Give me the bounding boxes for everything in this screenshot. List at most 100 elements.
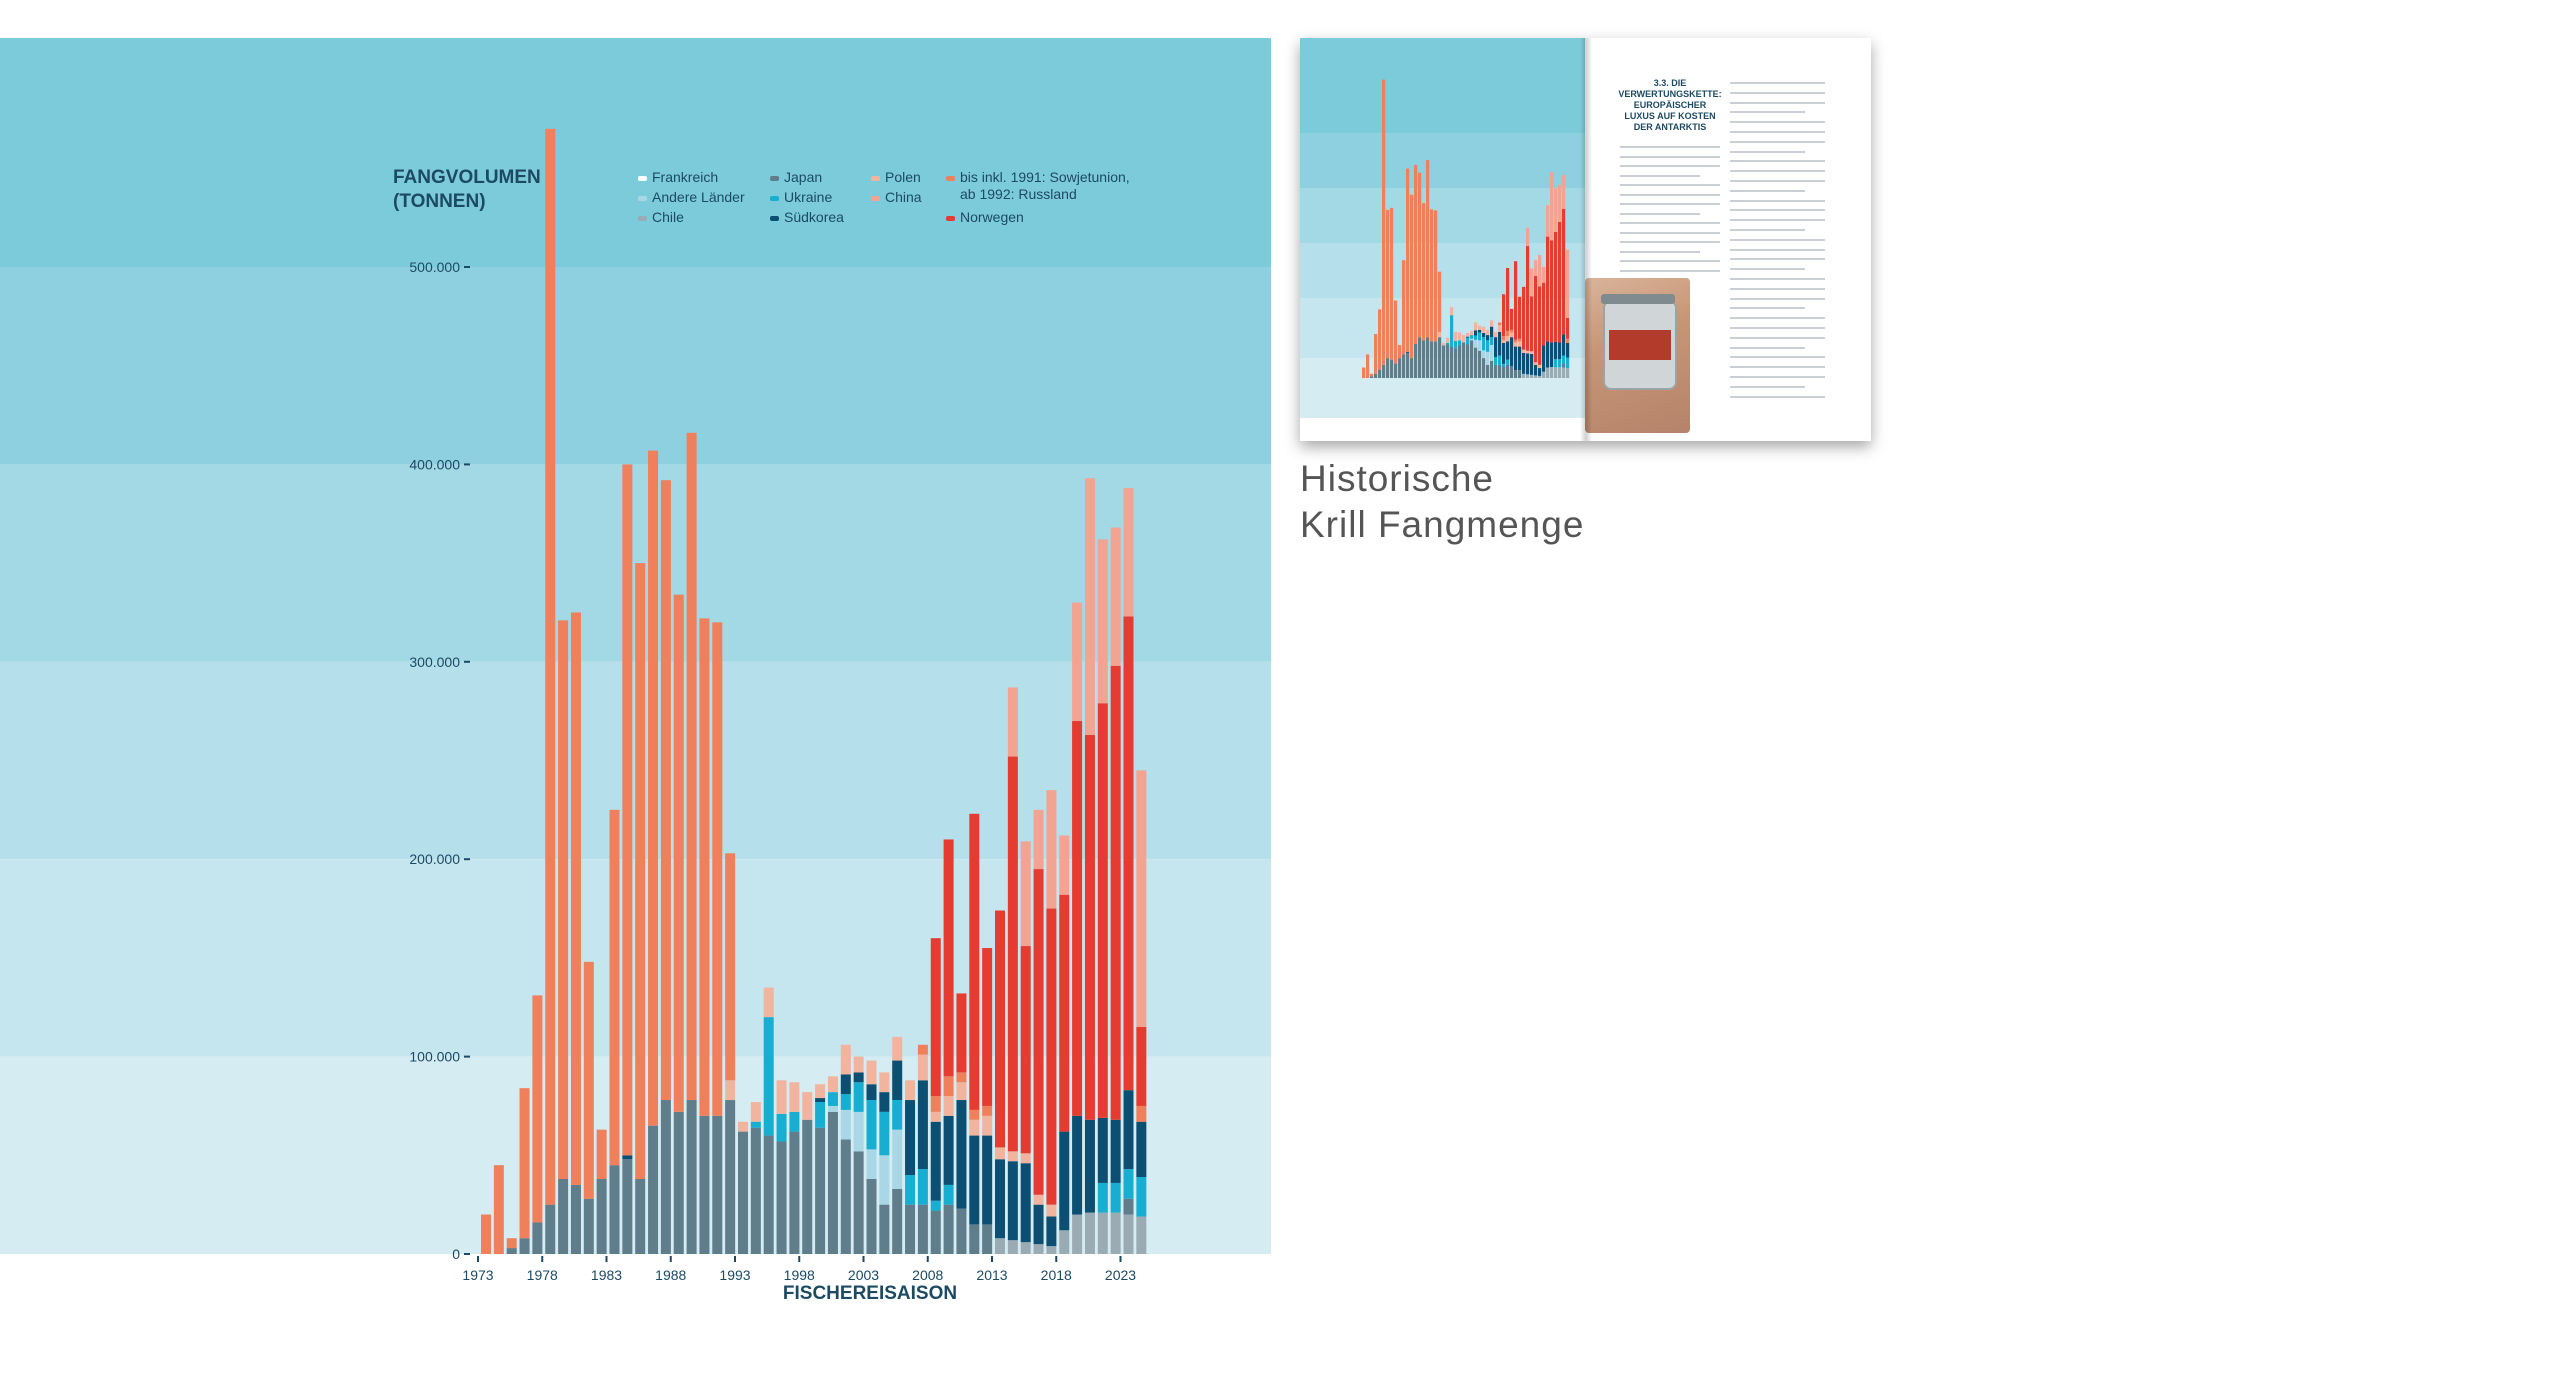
mini-bar-segment — [1490, 320, 1494, 327]
mini-bar-segment — [1534, 275, 1538, 363]
bar-segment-2005 — [892, 1036, 903, 1061]
bar-segment-2007 — [917, 1169, 928, 1205]
mini-background-bands — [1300, 38, 1585, 418]
mini-bar-segment — [1510, 337, 1514, 366]
bar-segment-2023 — [1123, 1214, 1134, 1254]
bar-segment-2014 — [1007, 756, 1018, 1152]
mini-bar-segment — [1566, 357, 1570, 369]
bar-segment-2023 — [1123, 1169, 1134, 1199]
bar-segment-2009 — [943, 1204, 954, 1254]
mini-bar-segment — [1442, 345, 1446, 378]
bar-segment-2008 — [930, 1111, 941, 1122]
bar-segment-2011 — [969, 813, 980, 1110]
mini-bar-segment — [1474, 347, 1478, 378]
mini-bar-segment — [1466, 344, 1470, 378]
text-line — [1620, 231, 1720, 234]
bar-segment-2000 — [827, 1105, 838, 1112]
bar-segment-2020 — [1084, 734, 1095, 1120]
legend-swatch — [770, 175, 779, 181]
mini-bar-segment — [1382, 364, 1386, 378]
bar-segment-2008 — [930, 1096, 941, 1112]
bar-segment-1989 — [686, 432, 697, 1101]
bar-segment-2022 — [1110, 1212, 1121, 1254]
text-line — [1730, 170, 1825, 173]
bar-segment-2005 — [892, 1060, 903, 1101]
bar-segment-1984 — [622, 1159, 633, 1254]
text-line — [1730, 229, 1805, 231]
y-axis: 0 100.000 200.000 300.000 400.000 500.000 — [409, 259, 470, 1262]
bar-segment-2022 — [1110, 1119, 1121, 1183]
mini-bar-segment — [1562, 363, 1566, 368]
legend-swatch — [770, 195, 779, 201]
mini-bar-segment — [1530, 353, 1534, 375]
bar-segment-2008 — [930, 1210, 941, 1254]
bar-segment-2011 — [969, 1135, 980, 1225]
bar-segment-2011 — [969, 1109, 980, 1120]
mini-bar-segment — [1454, 348, 1458, 378]
mini-bar-segment — [1498, 355, 1502, 365]
mini-bar-segment — [1462, 335, 1466, 343]
mini-bar-segment — [1378, 309, 1382, 370]
mini-bar-segment — [1546, 236, 1550, 342]
bar-segment-2018 — [1059, 835, 1070, 895]
text-line — [1620, 193, 1720, 196]
book-spread-thumbnail[interactable]: 3.3. DIE VERWERTUNGSKETTE: EUROPÄISCHER … — [1300, 38, 1871, 441]
mini-bar-segment — [1542, 266, 1546, 283]
bar-segment-1980 — [570, 612, 581, 1185]
y-axis-title: FANGVOLUMEN (TONNEN) — [393, 166, 541, 214]
legend-swatch — [871, 195, 880, 201]
bar-segment-2015 — [1020, 1153, 1031, 1164]
bar-segment-1989 — [686, 1100, 697, 1254]
mini-bar-segment — [1498, 331, 1502, 356]
bar-segment-1979 — [558, 620, 569, 1179]
x-axis-title: FISCHEREISAISON — [782, 1283, 958, 1304]
bar-segment-1981 — [583, 961, 594, 1199]
bar-segment-2021 — [1097, 1212, 1108, 1254]
bar-segment-2015 — [1020, 1242, 1031, 1254]
bar-segment-2016 — [1033, 1204, 1044, 1245]
bar-segment-1974 — [493, 1165, 504, 1254]
mini-bar-segment — [1446, 344, 1450, 378]
mini-bar-segment — [1414, 164, 1418, 344]
mini-bar-segment — [1414, 343, 1418, 378]
bar-segment-1984 — [622, 1155, 633, 1160]
mini-bar-segment — [1482, 337, 1486, 351]
y-tick-label: 300.000 — [409, 654, 460, 670]
y-axis-title-line1: FANGVOLUMEN — [393, 167, 541, 188]
mini-bar-segment — [1466, 337, 1470, 345]
mini-bar-segment — [1554, 231, 1558, 342]
mini-bar-segment — [1366, 354, 1370, 378]
mini-bar-segment — [1486, 351, 1490, 365]
mini-bar-segment — [1502, 342, 1506, 364]
x-tick-label: 1973 — [462, 1267, 493, 1283]
bar-segment-1991 — [712, 622, 723, 1116]
bar-segment-1978 — [545, 128, 556, 1205]
x-tick-label: 1988 — [655, 1267, 686, 1283]
bar-segment-1998 — [802, 1092, 813, 1120]
mini-bar-segment — [1514, 261, 1518, 340]
y-tick-label: 200.000 — [409, 851, 460, 867]
bar-segment-2023 — [1123, 1198, 1134, 1215]
text-line — [1730, 189, 1805, 192]
bar-segment-2002 — [853, 1056, 864, 1073]
bar-segment-1983 — [609, 1165, 620, 1254]
mini-bar-segment — [1494, 364, 1498, 378]
bar-segment-2002 — [853, 1082, 864, 1112]
bar-segment-1997 — [789, 1111, 800, 1132]
mini-bar-segment — [1426, 160, 1430, 338]
bar-segment-1995 — [763, 1135, 774, 1254]
bar-segment-1996 — [776, 1113, 787, 1142]
bar-segment-2004 — [879, 1204, 890, 1254]
bar-segment-2022 — [1110, 665, 1121, 1120]
mini-bar-segment — [1550, 240, 1554, 343]
bar-segment-1988 — [673, 1111, 684, 1254]
mini-bar-segment — [1566, 249, 1570, 318]
mini-bar-segment — [1490, 360, 1494, 378]
mini-bar-segment — [1402, 260, 1406, 355]
mini-bar-segment — [1502, 336, 1506, 341]
bar-segment-2024 — [1136, 1177, 1147, 1217]
bar-segment-1977 — [532, 1222, 543, 1254]
mini-bar-segment — [1554, 188, 1558, 232]
text-line — [1730, 268, 1805, 271]
bar-segment-2017 — [1046, 790, 1057, 909]
